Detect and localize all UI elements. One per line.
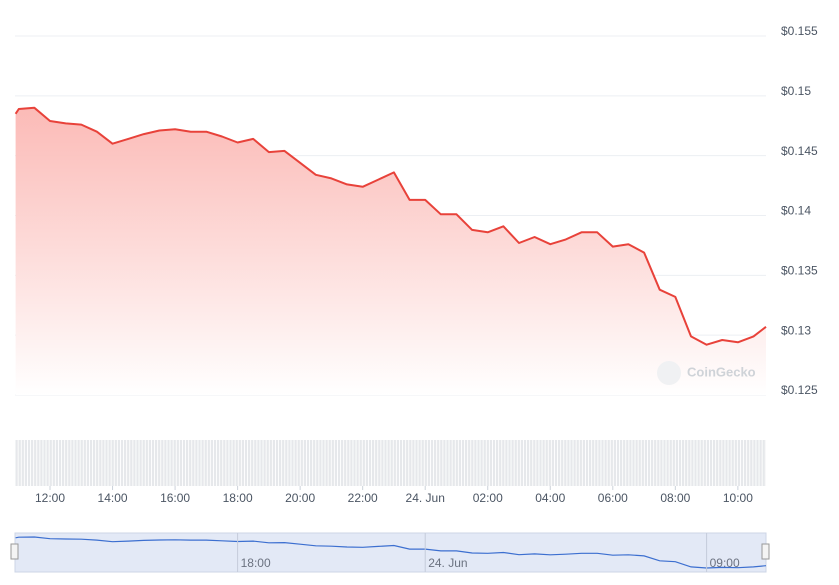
y-tick-label: $0.155: [781, 24, 818, 38]
navigator-tick-label: 18:00: [241, 556, 271, 570]
y-tick-label: $0.145: [781, 144, 818, 158]
x-tick-label: 18:00: [223, 491, 253, 505]
navigator-tick-label: 24. Jun: [428, 556, 467, 570]
navigator-tick-label: 09:00: [710, 556, 740, 570]
y-tick-label: $0.14: [781, 204, 811, 218]
watermark-group: CoinGecko: [657, 361, 756, 385]
x-tick-label: 04:00: [535, 491, 565, 505]
area-fill: [15, 107, 767, 396]
navigator[interactable]: [14, 532, 767, 573]
x-tick-label: 14:00: [98, 491, 128, 505]
x-tick-label: 08:00: [660, 491, 690, 505]
navigator-handle[interactable]: [761, 543, 770, 560]
x-tick-label: 02:00: [473, 491, 503, 505]
volume-band: [15, 440, 766, 486]
y-tick-label: $0.135: [781, 264, 818, 278]
y-tick-label: $0.13: [781, 323, 811, 337]
x-tick-label: 06:00: [598, 491, 628, 505]
x-tick-label: 16:00: [160, 491, 190, 505]
x-tick-label: 12:00: [35, 491, 65, 505]
navigator-handle[interactable]: [10, 543, 19, 560]
y-tick-label: $0.125: [781, 383, 818, 397]
x-tick-label: 24. Jun: [406, 491, 445, 505]
x-tick-label: 10:00: [723, 491, 753, 505]
y-tick-label: $0.15: [781, 84, 811, 98]
price-line: [14, 106, 767, 346]
x-tick-label: 20:00: [285, 491, 315, 505]
x-tick-label: 22:00: [348, 491, 378, 505]
watermark-logo: [657, 361, 681, 385]
navigator-line: [15, 536, 767, 569]
watermark: CoinGecko: [687, 364, 756, 379]
